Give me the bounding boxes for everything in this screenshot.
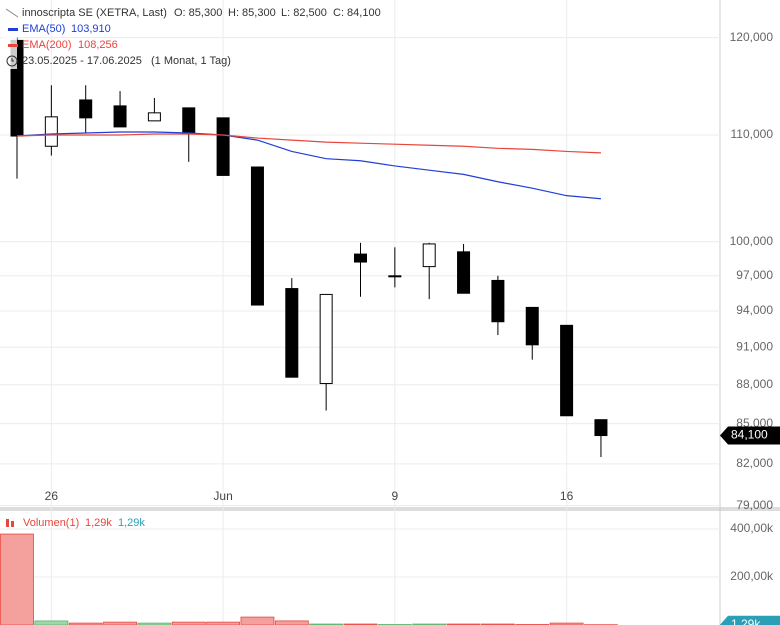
volume-bar (0, 533, 34, 625)
volume-bar (549, 622, 584, 625)
ema-line (16, 133, 601, 154)
volume-bar (240, 616, 275, 625)
candle-body (560, 324, 574, 417)
y-tick-label: 94,000 (736, 303, 773, 317)
legend-bg (3, 5, 17, 69)
candle-body (594, 419, 608, 437)
candle-body (182, 107, 196, 135)
y-tick-label: 79,000 (736, 498, 773, 512)
x-tick-label: 26 (45, 489, 59, 503)
chart-title: innoscripta SE (XETRA, Last) (22, 7, 167, 19)
ema-line (16, 131, 602, 200)
y-tick-label: 85,000 (736, 416, 773, 430)
candle-body (354, 253, 367, 263)
y-tick-label: 100,000 (730, 234, 774, 248)
y-tick-label: 82,000 (736, 456, 773, 470)
legend-value: 108,256 (78, 39, 118, 51)
y-tick-label: 110,000 (731, 127, 774, 141)
labels: innoscripta SE (XETRA, Last) O: 85,300 H… (3, 5, 780, 625)
y-tick-label: 200,00k (730, 569, 774, 583)
candle-body (44, 116, 58, 147)
candle-body (216, 117, 230, 176)
chart-icon (5, 8, 19, 18)
marks (0, 37, 618, 625)
ema50-swatch (8, 28, 18, 31)
candle-body (422, 243, 436, 268)
low-stat: L: 82,500 (281, 7, 327, 19)
candle-body (250, 166, 264, 306)
last-value-badge (720, 615, 780, 625)
y-tick-label: 400,00k (730, 521, 774, 535)
candle-body (388, 275, 402, 278)
legend-name: EMA(50) (22, 23, 65, 35)
pane-separator (0, 507, 780, 511)
volume-icon (6, 519, 9, 527)
candle-body (525, 306, 539, 346)
volume-value: 1,29k (118, 517, 145, 529)
volume-bar (34, 620, 69, 625)
clock-icon (6, 55, 18, 67)
candle-body (113, 105, 127, 128)
legend-value: 103,910 (71, 23, 111, 35)
x-tick-label: 9 (392, 489, 399, 503)
volume-title: Volumen(1) (23, 517, 79, 529)
candle-body (147, 112, 161, 122)
x-tick-label: Jun (213, 489, 232, 503)
y-tick-label: 97,000 (736, 268, 773, 282)
close-stat: C: 84,100 (333, 7, 381, 19)
y-tick-label: 120,000 (730, 30, 774, 44)
last-value-badge (720, 426, 780, 445)
clock-hand (11, 58, 14, 62)
volume-bar (137, 622, 172, 625)
open-stat: O: 85,300 (174, 7, 222, 19)
last-value-label: 84,100 (731, 428, 768, 442)
date-range: 23.05.2025 - 17.06.2025 (22, 55, 142, 67)
interval: (1 Monat, 1 Tag) (151, 55, 231, 67)
volume-value: 1,29k (85, 517, 112, 529)
legend-name: EMA(200) (22, 39, 72, 51)
ema200-swatch (8, 44, 18, 47)
candle-body (457, 251, 471, 294)
high-stat: H: 85,300 (228, 7, 276, 19)
y-tick-label: 91,000 (736, 339, 773, 353)
candle-body (491, 279, 505, 323)
candle-body (79, 99, 93, 119)
y-tick-label: 88,000 (736, 377, 773, 391)
x-tick-label: 16 (560, 489, 574, 503)
volume-icon (11, 521, 14, 527)
candle-body (319, 293, 333, 385)
volume-bar (274, 620, 309, 625)
last-value-label: 1,29k (731, 617, 761, 625)
volume-bar (68, 622, 103, 625)
candle-body (285, 288, 299, 378)
